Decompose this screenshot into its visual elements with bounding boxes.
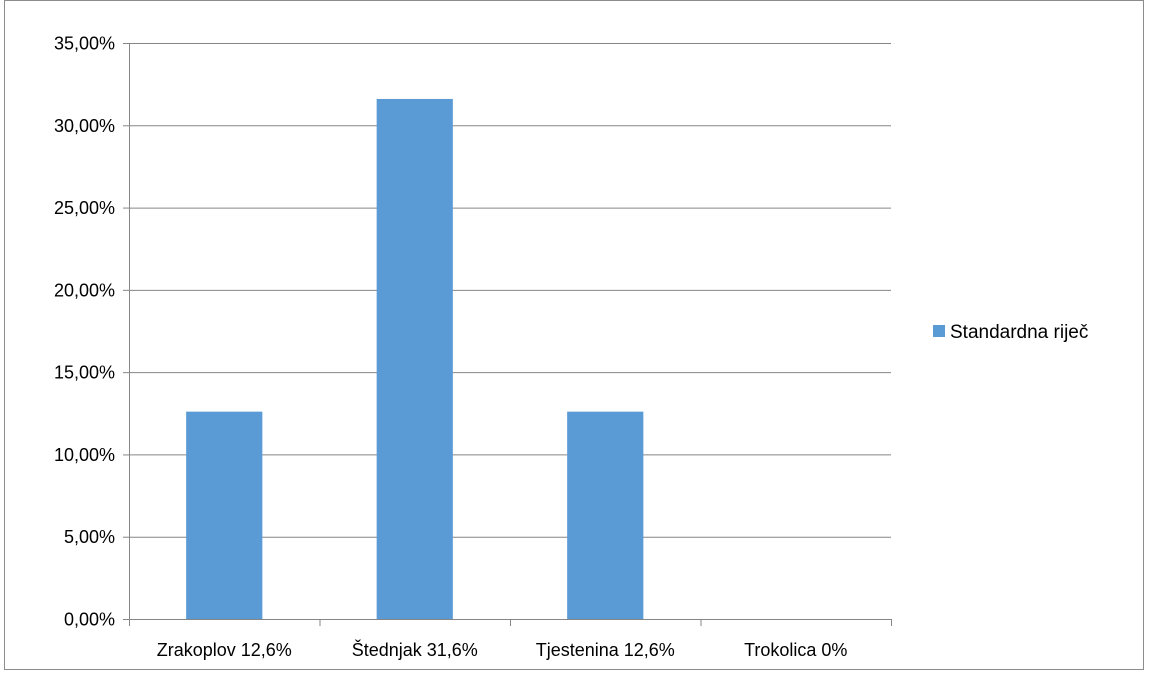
y-tick-label: 0,00% (64, 610, 115, 630)
x-tick-labels: Zrakoplov 12,6% Štednjak 31,6% Tjestenina … (157, 639, 848, 660)
y-tick-label: 20,00% (54, 280, 115, 300)
bar (567, 411, 644, 619)
y-tick-label: 30,00% (54, 116, 115, 136)
bars (186, 98, 644, 619)
y-tick-label: 5,00% (64, 527, 115, 547)
y-tick-label: 35,00% (54, 34, 115, 54)
y-tick-labels: 0,00% 5,00% 10,00% 15,00% 20,00% 25,00% 30,00%… (54, 34, 115, 630)
legend-label: Standardna riječ (950, 322, 1088, 343)
x-tick-label: Trokolica 0% (744, 640, 847, 660)
y-tick-label: 15,00% (54, 363, 115, 383)
legend: Standardna riječ (933, 322, 1088, 343)
y-tick-label: 10,00% (54, 445, 115, 465)
x-tick-label: Zrakoplov 12,6% (157, 640, 292, 660)
bar-chart: 0,00% 5,00% 10,00% 15,00% 20,00% 25,00% 30,00%… (54, 34, 1088, 661)
legend-swatch (933, 325, 945, 337)
chart-frame: 0,00% 5,00% 10,00% 15,00% 20,00% 25,00% 30,00%… (4, 0, 1144, 670)
axes (123, 43, 892, 626)
bar (376, 98, 453, 619)
x-tick-label: Štednjak 31,6% (352, 639, 478, 660)
x-tick-label: Tjestenina 12,6% (536, 640, 675, 660)
bar (186, 411, 263, 619)
y-tick-label: 25,00% (54, 198, 115, 218)
